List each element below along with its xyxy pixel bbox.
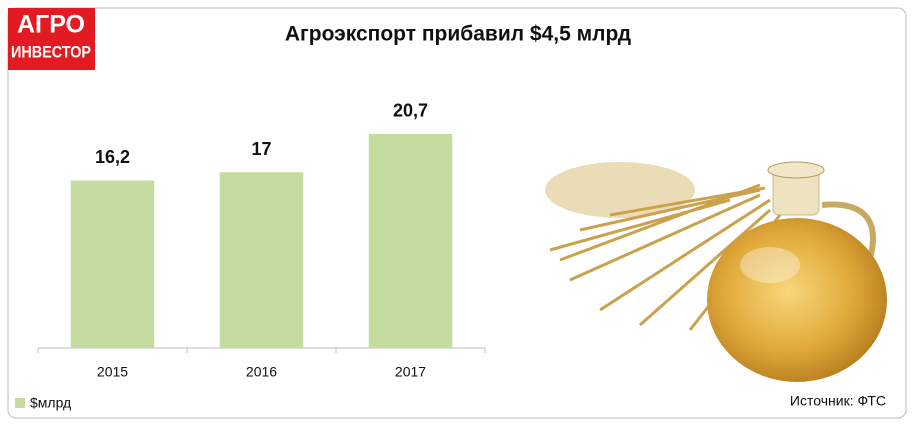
x-tick-label: 2016	[246, 364, 277, 380]
bar	[70, 180, 155, 348]
bar	[368, 133, 453, 348]
value-label: 17	[251, 139, 271, 159]
value-label: 16,2	[95, 147, 130, 167]
x-tick-label: 2015	[97, 364, 128, 380]
bar	[219, 172, 304, 348]
x-tick-label: 2017	[395, 364, 426, 380]
illustration	[545, 161, 887, 382]
logo-line: АГРО	[17, 11, 85, 39]
logo-line: ИНВЕСТОР	[11, 42, 91, 61]
source-note: Источник: ФТС	[790, 393, 886, 409]
chart-title: Агроэкспорт прибавил $4,5 млрд	[285, 23, 631, 46]
logo-box	[8, 8, 95, 70]
legend-label: $млрд	[30, 395, 71, 411]
legend-swatch	[15, 398, 25, 408]
value-label: 20,7	[393, 101, 428, 121]
